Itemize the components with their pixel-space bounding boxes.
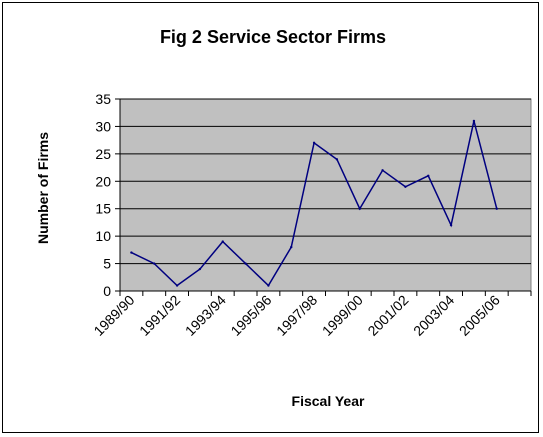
y-axis: 0 5 10 15 20 25 30 35 xyxy=(95,91,121,299)
line-chart: Fig 2 Service Sector Firms 0 5 10 15 20 25 30 3… xyxy=(35,27,532,409)
data-point-4 xyxy=(221,240,224,243)
data-point-16 xyxy=(495,207,498,210)
data-point-1 xyxy=(153,262,156,265)
data-point-0 xyxy=(130,251,133,254)
grid-lines xyxy=(120,98,531,265)
y-tick-label-5: 25 xyxy=(95,146,111,162)
data-point-7 xyxy=(290,245,293,249)
x-tick-label-2: 1993/94 xyxy=(182,292,229,339)
chart-frame: Fig 2 Service Sector Firms 0 5 10 15 20 25 30 3… xyxy=(2,2,539,433)
x-tick-label-6: 2001/02 xyxy=(364,292,411,339)
x-axis-label: Fiscal Year xyxy=(292,393,365,409)
series-group xyxy=(130,119,498,287)
data-point-2 xyxy=(175,284,179,287)
y-tick-label-0: 0 xyxy=(103,283,111,299)
data-point-15 xyxy=(472,119,476,123)
x-tick-label-0: 1989/90 xyxy=(90,292,137,339)
y-tick-label-2: 10 xyxy=(95,228,111,244)
x-tick-label-4: 1997/98 xyxy=(273,292,320,339)
y-tick-label-6: 30 xyxy=(95,118,111,134)
data-point-13 xyxy=(427,174,430,177)
data-point-10 xyxy=(358,207,361,210)
y-tick-label-7: 35 xyxy=(95,91,111,107)
y-axis-label: Number of Firms xyxy=(35,132,51,244)
x-axis: 1989/901991/921993/941995/961997/981999/… xyxy=(90,290,532,339)
x-tick-label-3: 1995/96 xyxy=(227,292,274,339)
data-point-14 xyxy=(449,223,453,227)
x-tick-label-1: 1991/92 xyxy=(136,292,183,339)
y-tick-label-1: 5 xyxy=(103,256,111,272)
x-tick-label-8: 2005/06 xyxy=(456,292,503,339)
data-point-11 xyxy=(381,169,384,172)
chart-title: Fig 2 Service Sector Firms xyxy=(160,27,386,47)
data-point-8 xyxy=(312,141,316,145)
data-point-5 xyxy=(244,262,247,265)
data-point-12 xyxy=(404,185,407,188)
x-tick-label-7: 2003/04 xyxy=(410,292,457,339)
y-tick-label-4: 20 xyxy=(95,173,111,189)
data-point-6 xyxy=(267,284,270,287)
data-point-3 xyxy=(198,267,202,271)
plot-area xyxy=(119,98,532,292)
x-tick-label-5: 1999/00 xyxy=(319,292,366,339)
y-tick-label-3: 15 xyxy=(95,201,111,217)
data-point-9 xyxy=(335,158,339,161)
